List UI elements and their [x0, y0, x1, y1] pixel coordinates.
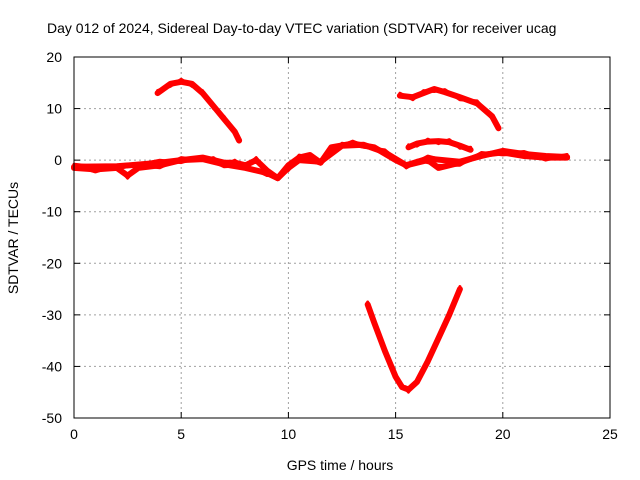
y-tick-label: -10 [42, 204, 62, 220]
series-noise-arc-morning [156, 77, 241, 140]
x-tick-label: 20 [495, 426, 511, 442]
chart-title: Day 012 of 2024, Sidereal Day-to-day VTE… [47, 20, 556, 36]
series-noise-arc-afternoon-mid [407, 137, 473, 150]
x-tick-label: 0 [70, 426, 78, 442]
series-line-arc-afternoon-mid [405, 138, 474, 153]
y-tick-label: 0 [54, 152, 62, 168]
series-noise-baseline-track-b [72, 141, 569, 178]
y-tick-label: -40 [42, 358, 62, 374]
gridlines [74, 57, 610, 418]
axis-ticks: 0 5 10 15 20 25 20 10 0 -10 -20 -30 -40 -50 [42, 49, 618, 442]
x-axis-title: GPS time / hours [287, 457, 394, 473]
y-tick-label: -50 [42, 410, 62, 426]
series-noise-dip-curve [366, 285, 462, 394]
y-tick-label: 20 [46, 49, 62, 65]
series-noise-arc-afternoon-upper [398, 88, 500, 128]
x-tick-label: 5 [177, 426, 185, 442]
y-tick-label: 10 [46, 101, 62, 117]
x-tick-label: 15 [388, 426, 404, 442]
y-axis-title: SDTVAR / TECUs [5, 182, 21, 294]
y-tick-label: -30 [42, 307, 62, 323]
x-tick-label: 10 [281, 426, 297, 442]
y-tick-label: -20 [42, 255, 62, 271]
x-tick-label: 25 [602, 426, 618, 442]
series-line-arc-morning [154, 78, 243, 144]
plot-frame [73, 56, 611, 419]
series-layer [71, 77, 571, 394]
